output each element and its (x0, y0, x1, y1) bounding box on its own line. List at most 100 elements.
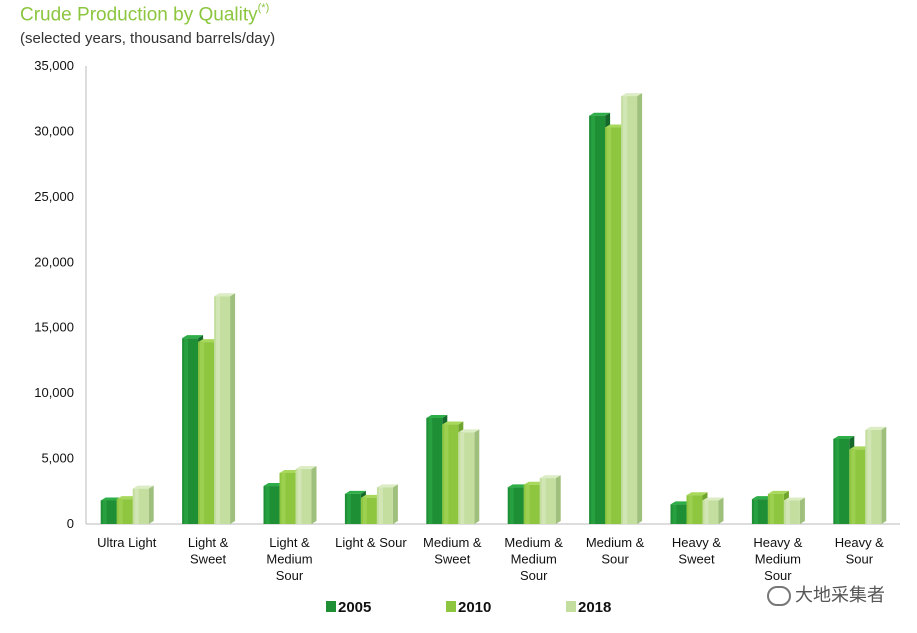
bar-top (458, 429, 480, 433)
bar-highlight (785, 500, 790, 524)
bar-top (182, 335, 204, 339)
bar-highlight (867, 429, 872, 524)
bar-top (507, 484, 529, 488)
bar-highlight (281, 472, 286, 524)
x-tick-label: Sour (764, 568, 792, 583)
x-tick-label: Medium (266, 552, 312, 567)
bar-side (148, 485, 154, 524)
bar-highlight (753, 499, 758, 524)
bar-top (344, 490, 366, 494)
bar-top (214, 293, 236, 297)
bar-side (474, 429, 480, 524)
bar-highlight (835, 438, 840, 524)
bar-highlight (541, 478, 546, 524)
bar-highlight (688, 495, 693, 524)
bar-top (849, 446, 871, 450)
bar-highlight (134, 488, 139, 524)
y-tick-label: 0 (67, 516, 74, 531)
bar-top (751, 496, 773, 500)
bar-highlight (623, 96, 628, 525)
x-tick-label: Sour (601, 552, 629, 567)
bar-top (100, 497, 122, 501)
bar-highlight (297, 469, 302, 524)
chart-subtitle: (selected years, thousand barrels/day) (20, 30, 276, 47)
bar-top (295, 466, 317, 470)
bar-top (783, 497, 805, 501)
x-tick-label: Heavy & (753, 535, 802, 550)
bar-side (392, 484, 398, 524)
bar-top (376, 484, 398, 488)
watermark: 大地采集者 (767, 581, 885, 607)
bar-top (132, 485, 154, 489)
legend-label-2005: 2005 (338, 599, 371, 616)
bar-highlight (118, 499, 123, 524)
bar-top (670, 501, 692, 505)
x-tick-label: Heavy & (835, 535, 884, 550)
bar-top (865, 426, 887, 430)
bar-top (833, 435, 855, 439)
bar-top (198, 339, 220, 343)
bar-highlight (769, 493, 774, 524)
bar-highlight (428, 418, 433, 524)
bar-highlight (216, 296, 221, 524)
legend-swatch-2005 (326, 601, 336, 612)
x-tick-label: Medium (511, 552, 557, 567)
x-tick-label: Light & Sour (335, 535, 407, 550)
x-tick-label: Light & (188, 535, 229, 550)
bar-top (279, 469, 301, 473)
chart-title-text: Crude Production by Quality (20, 4, 258, 26)
bar-top (702, 497, 724, 501)
x-tick-label: Sour (520, 568, 548, 583)
bar-side (881, 426, 887, 524)
bar-side (230, 293, 236, 524)
bar-highlight (525, 484, 530, 524)
bar-highlight (200, 342, 205, 524)
y-tick-label: 10,000 (34, 385, 74, 400)
x-tick-label: Light & (269, 535, 310, 550)
bar-highlight (184, 338, 189, 524)
x-tick-label: Ultra Light (97, 535, 157, 550)
bar-side (637, 93, 643, 525)
bar-top (605, 124, 627, 128)
y-tick-label: 5,000 (41, 451, 74, 466)
bar-top (589, 112, 611, 116)
bar-highlight (591, 115, 596, 525)
bar-top (360, 494, 382, 498)
watermark-text: 大地采集者 (795, 585, 885, 605)
bar-highlight (851, 449, 856, 524)
bar-side (555, 475, 561, 524)
x-tick-label: Medium & (504, 535, 563, 550)
bar-top (426, 415, 448, 419)
x-tick-label: Sour (846, 552, 874, 567)
bar-highlight (346, 493, 351, 524)
x-tick-label: Heavy & (672, 535, 721, 550)
bar-top (523, 481, 545, 485)
bar-top (621, 93, 643, 97)
y-tick-label: 20,000 (34, 254, 74, 269)
x-tick-label: Medium (755, 552, 801, 567)
bar-highlight (672, 504, 677, 524)
bar-highlight (607, 127, 612, 524)
x-tick-label: Sweet (434, 552, 471, 567)
chart-title: Crude Production by Quality(*) (20, 2, 269, 26)
bar-highlight (265, 486, 270, 524)
bar-highlight (362, 497, 367, 524)
bar-top (767, 490, 789, 494)
y-tick-label: 15,000 (34, 320, 74, 335)
bar-top (442, 421, 464, 425)
y-tick-label: 25,000 (34, 189, 74, 204)
legend-swatch-2010 (446, 601, 456, 612)
bar-highlight (704, 500, 709, 524)
bar-highlight (378, 487, 383, 524)
bar-side (799, 497, 805, 524)
legend-label-2010: 2010 (458, 599, 491, 616)
x-tick-label: Sour (276, 568, 304, 583)
bar-side (718, 497, 724, 524)
bar-highlight (509, 487, 514, 524)
x-tick-label: Medium & (586, 535, 645, 550)
bar-top (686, 492, 708, 496)
wechat-icon (767, 586, 791, 607)
bar-top (263, 483, 285, 487)
x-tick-label: Medium & (423, 535, 482, 550)
